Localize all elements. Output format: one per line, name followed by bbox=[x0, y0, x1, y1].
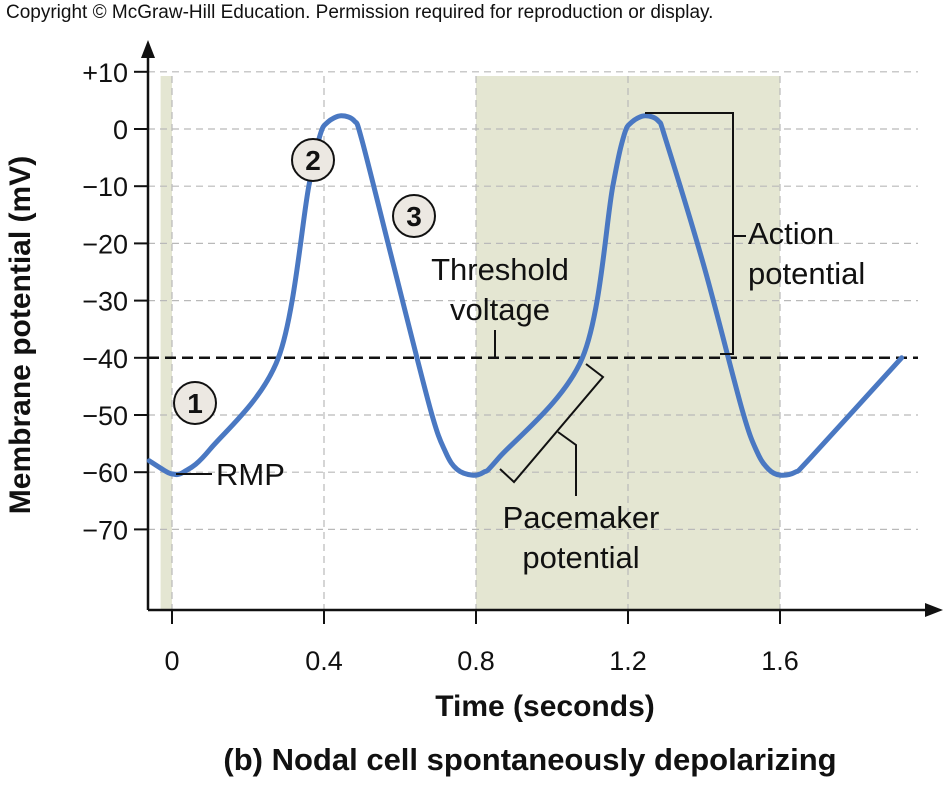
rmp-label: RMP bbox=[216, 457, 285, 492]
figure-caption: (b) Nodal cell spontaneously depolarizin… bbox=[223, 742, 836, 777]
y-tick-label: −60 bbox=[82, 458, 128, 488]
phase-2-label: 2 bbox=[305, 145, 321, 176]
pacemaker-leader bbox=[557, 431, 577, 496]
action-potential-label: Action bbox=[748, 216, 834, 251]
copyright-notice: Copyright © McGraw-Hill Education. Permi… bbox=[6, 2, 714, 23]
shaded-region-1 bbox=[160, 76, 172, 610]
membrane-potential-line bbox=[146, 113, 905, 478]
x-tick-label: 0 bbox=[164, 646, 179, 676]
x-tick-label: 1.6 bbox=[761, 646, 799, 676]
threshold-label: voltage bbox=[450, 292, 550, 327]
y-tick-label: −30 bbox=[82, 287, 128, 317]
pacemaker-bracket bbox=[499, 363, 605, 484]
action-potential-bracket bbox=[645, 112, 734, 355]
phase-3-marker bbox=[392, 194, 436, 238]
x-tick-label: 0.8 bbox=[457, 646, 495, 676]
phase-1-marker bbox=[173, 381, 217, 425]
y-tick-label: −70 bbox=[82, 515, 128, 545]
pacemaker-label: Pacemaker bbox=[503, 500, 660, 535]
x-axis-arrow bbox=[925, 603, 943, 617]
phase-2-marker bbox=[291, 138, 335, 182]
y-tick-label: 0 bbox=[113, 115, 128, 145]
phase-3-label: 3 bbox=[406, 201, 422, 232]
phase-1-label: 1 bbox=[187, 388, 203, 419]
y-axis-title: Membrane potential (mV) bbox=[4, 156, 37, 514]
action-potential-label: potential bbox=[748, 256, 865, 291]
x-axis-title: Time (seconds) bbox=[435, 690, 655, 723]
y-tick-label: +10 bbox=[82, 58, 128, 88]
y-tick-label: −20 bbox=[82, 229, 128, 259]
y-axis-arrow bbox=[141, 40, 155, 58]
y-tick-label: −40 bbox=[82, 344, 128, 374]
y-tick-label: −10 bbox=[82, 172, 128, 202]
threshold-label: Threshold bbox=[431, 252, 569, 287]
x-tick-label: 1.2 bbox=[609, 646, 647, 676]
pacemaker-label: potential bbox=[522, 540, 639, 575]
y-tick-label: −50 bbox=[82, 401, 128, 431]
x-tick-label: 0.4 bbox=[305, 646, 343, 676]
